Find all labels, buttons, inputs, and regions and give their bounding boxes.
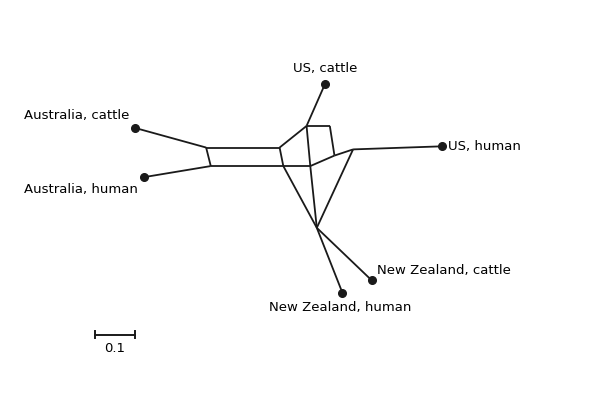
Text: 0.1: 0.1 [104, 342, 125, 355]
Text: US, cattle: US, cattle [293, 62, 358, 75]
Text: US, human: US, human [448, 140, 521, 153]
Text: New Zealand, human: New Zealand, human [269, 301, 411, 314]
Text: Australia, cattle: Australia, cattle [23, 109, 129, 122]
Text: Australia, human: Australia, human [25, 183, 138, 196]
Text: New Zealand, cattle: New Zealand, cattle [377, 264, 511, 277]
